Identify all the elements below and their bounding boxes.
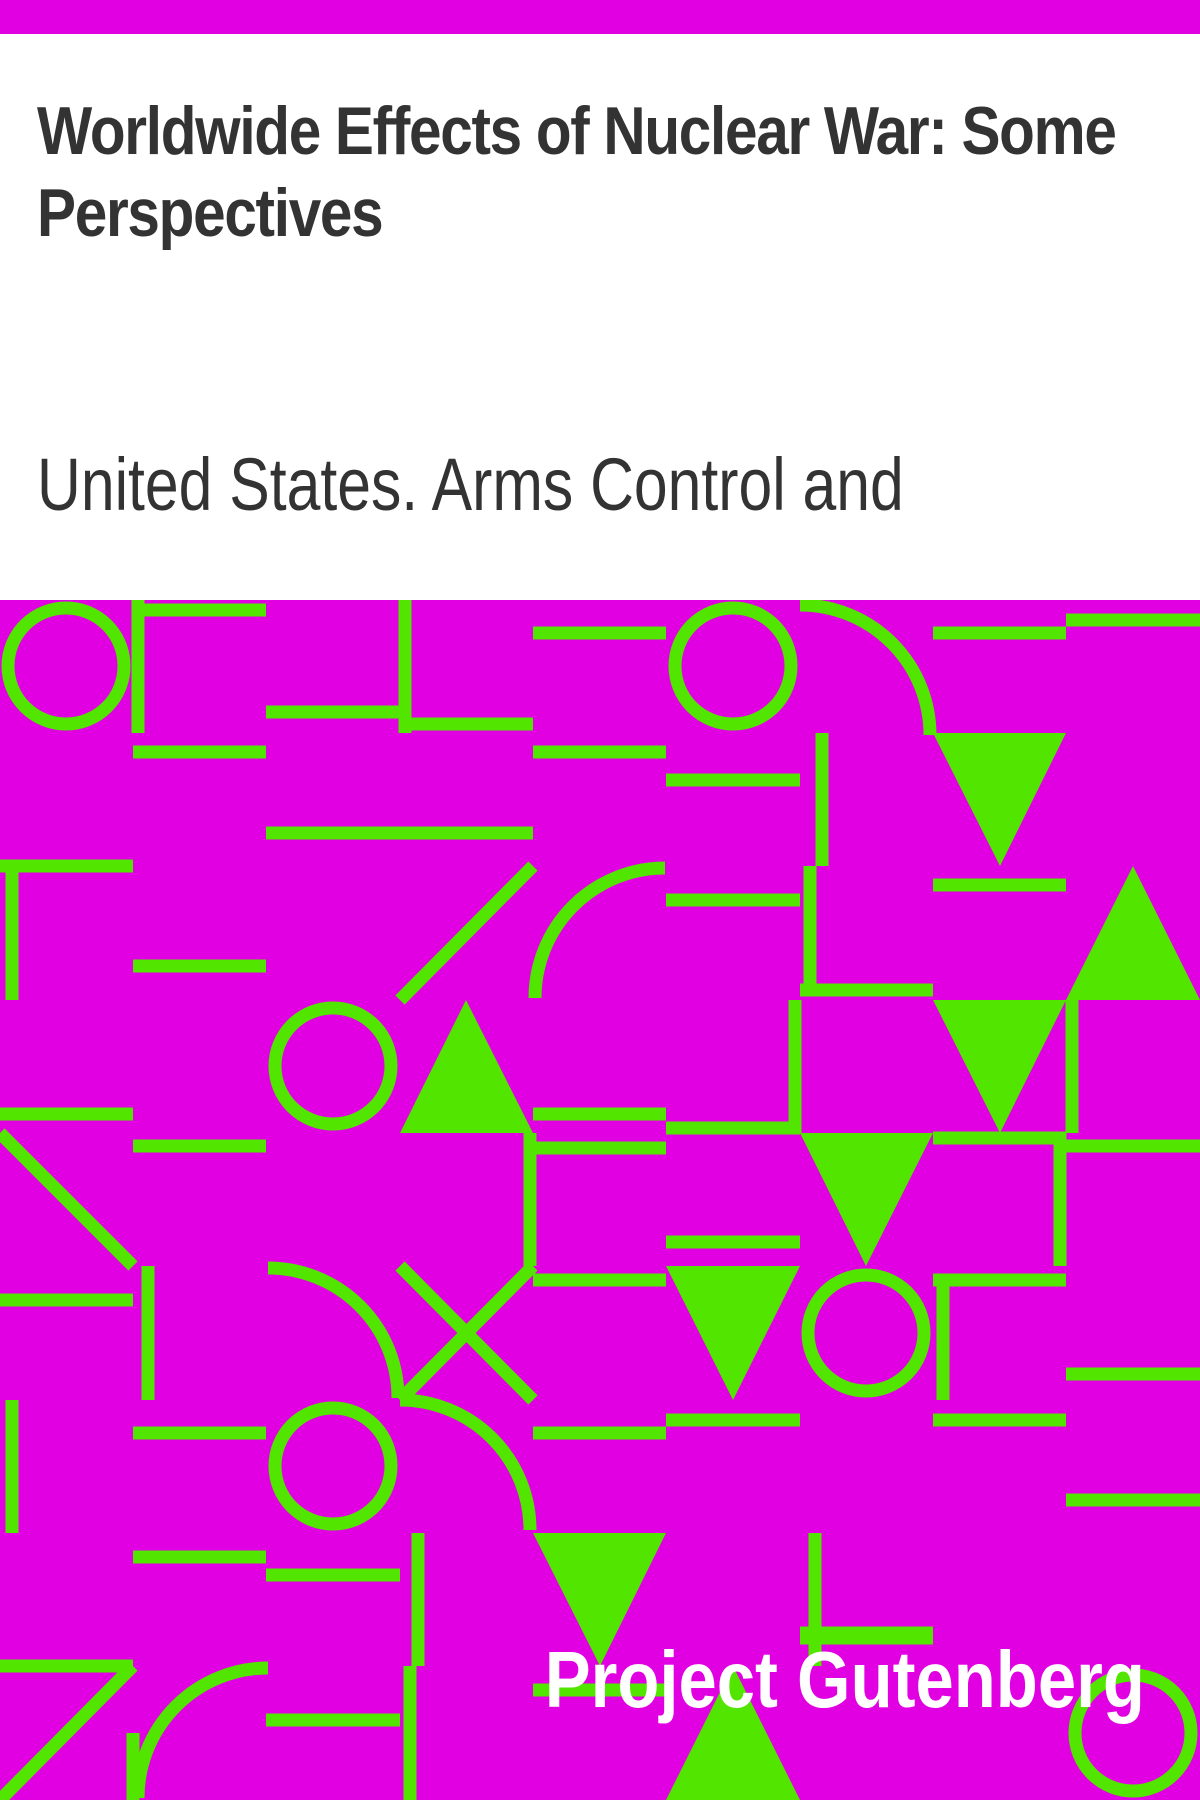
triangle-shape <box>933 1000 1066 1133</box>
circle-shape <box>1068 1668 1198 1798</box>
geometric-pattern <box>0 600 1200 1800</box>
publisher-name: Project Gutenberg <box>544 1635 1145 1724</box>
bar-shape <box>0 1128 138 1271</box>
book-title: Worldwide Effects of Nuclear War: Some P… <box>37 93 1117 251</box>
arc-shape <box>267 1261 405 1399</box>
triangle-shape <box>666 1666 800 1800</box>
circle-shape <box>1 601 131 731</box>
book-author: United States. Arms Control and <box>37 443 904 526</box>
triangle-shape <box>533 1533 666 1666</box>
pattern-graphic <box>0 600 1200 1800</box>
top-color-band <box>0 0 1200 34</box>
circle-shape <box>668 601 798 731</box>
arc-shape <box>528 861 666 999</box>
triangle-shape <box>666 1266 800 1400</box>
bar-shape <box>395 861 538 1005</box>
circle-shape <box>268 1401 398 1531</box>
bar-shape <box>395 1261 538 1405</box>
arc-shape <box>131 1661 269 1799</box>
circle-shape <box>268 1001 398 1131</box>
triangle-shape <box>400 1000 533 1133</box>
triangle-shape <box>800 1133 933 1266</box>
arc-shape <box>399 1393 537 1531</box>
arc-shape <box>799 600 937 736</box>
triangle-shape <box>1066 866 1200 1000</box>
triangle-shape <box>933 733 1066 866</box>
circle-shape <box>801 1268 931 1398</box>
bar-shape <box>0 1661 138 1800</box>
title-block <box>0 34 1200 600</box>
